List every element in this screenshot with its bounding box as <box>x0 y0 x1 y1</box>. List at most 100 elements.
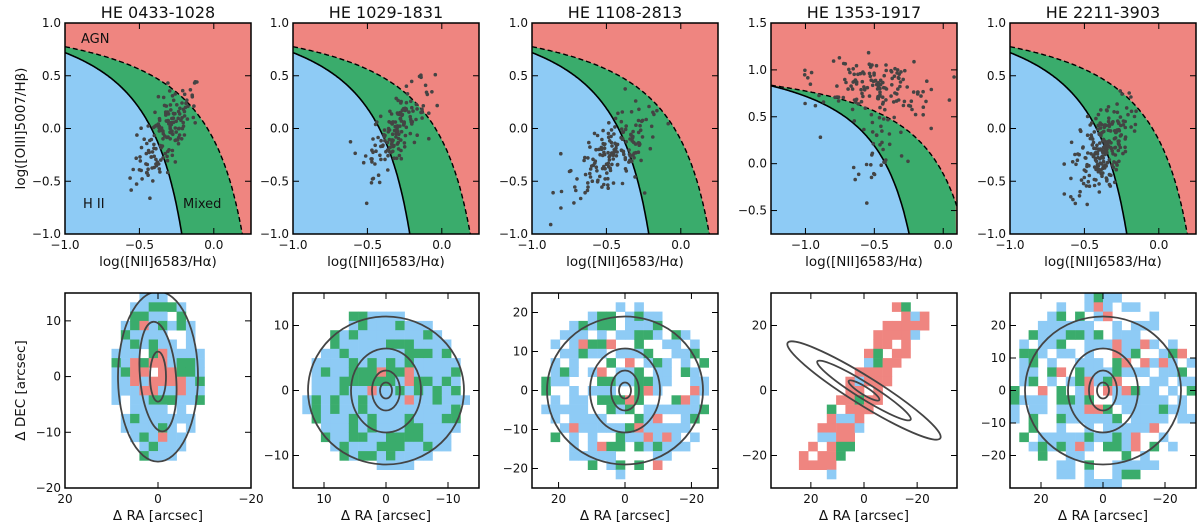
bpt-panel-5: −1.0 −0.5 0.0 −1.0 −0.5 0.0 0.5 1.0 HE 2211-3903… <box>977 3 1197 270</box>
map-pixel <box>817 460 828 470</box>
data-point <box>633 99 638 103</box>
x-tick-label: 0 <box>382 492 390 506</box>
data-point <box>181 120 185 125</box>
map-pixel <box>1056 413 1067 424</box>
map-pixel <box>1130 320 1141 331</box>
data-point <box>403 133 408 138</box>
data-point <box>392 156 396 160</box>
map-pixel <box>541 376 551 387</box>
map-pixel <box>1112 293 1122 303</box>
y-tick-label: −0.5 <box>260 174 289 188</box>
map-pixel <box>652 451 663 461</box>
data-point <box>1096 123 1100 128</box>
data-point <box>1085 202 1089 207</box>
x-axis-label: Δ RA [arcsec] <box>113 508 203 524</box>
map-pixel <box>1093 479 1104 488</box>
data-point <box>632 156 636 160</box>
data-point <box>414 117 418 122</box>
map-pixel <box>167 386 177 396</box>
map-pixel <box>1149 376 1160 387</box>
data-point <box>615 163 620 167</box>
map-pixel <box>432 339 443 350</box>
data-point <box>1094 167 1098 172</box>
map-pixel <box>1028 358 1039 368</box>
data-point <box>192 104 196 108</box>
map-pixel <box>358 358 368 368</box>
map-pixel <box>195 386 205 396</box>
map-pixel <box>587 386 598 396</box>
data-point <box>861 94 865 99</box>
data-point <box>903 68 907 73</box>
data-point <box>158 170 162 174</box>
data-point <box>397 153 402 158</box>
x-tick-label: 20 <box>57 492 72 506</box>
data-point <box>383 157 387 162</box>
map-pixel <box>836 423 846 433</box>
data-point <box>583 155 587 160</box>
data-point <box>880 102 885 106</box>
data-point <box>181 124 186 128</box>
data-point <box>884 98 888 102</box>
map-pixel <box>130 423 140 433</box>
map-pixel <box>690 339 700 350</box>
map-pixel <box>901 348 911 359</box>
map-pixel <box>1084 376 1094 387</box>
data-point <box>1089 121 1094 125</box>
map-pixel <box>1130 367 1141 377</box>
map-pixel <box>699 386 709 396</box>
data-point <box>1094 178 1098 182</box>
y-tick-label: 0.0 <box>748 157 767 171</box>
map-pixel <box>158 441 168 452</box>
map-pixel <box>367 311 377 322</box>
map-pixel <box>569 413 579 424</box>
map-pixel <box>158 358 168 368</box>
data-point <box>898 80 903 84</box>
map-pixel <box>643 423 654 433</box>
map-pixel <box>652 423 663 433</box>
contour <box>307 315 465 466</box>
map-pixel <box>358 348 368 359</box>
data-point <box>844 80 848 85</box>
data-point <box>152 133 157 138</box>
data-point <box>1062 162 1066 166</box>
map-pixel <box>652 311 663 322</box>
data-point <box>853 177 857 182</box>
data-point <box>388 109 392 114</box>
map-pixel <box>167 395 177 405</box>
map-pixel <box>559 376 570 387</box>
map-pixel <box>311 413 322 424</box>
map-pixel <box>817 451 828 461</box>
map-pixel <box>367 395 377 405</box>
map-pixel <box>339 386 350 396</box>
map-pixel <box>1028 413 1039 424</box>
map-pixel <box>311 367 322 377</box>
data-point <box>874 133 879 137</box>
data-point <box>134 156 138 160</box>
map-pixel <box>176 432 187 443</box>
map-pixel <box>139 330 149 340</box>
map-pixel <box>1075 367 1085 377</box>
map-pixel <box>864 376 874 387</box>
map-pixel <box>1084 469 1094 480</box>
data-point <box>404 125 409 130</box>
data-point <box>394 156 399 161</box>
map-pixel <box>662 432 672 443</box>
data-point <box>131 167 135 172</box>
map-pixel <box>1065 469 1076 480</box>
y-tick-label: −0.5 <box>32 174 61 188</box>
data-point <box>852 119 857 123</box>
data-point <box>921 113 925 117</box>
data-point <box>361 160 366 165</box>
map-pixel <box>1056 441 1067 452</box>
y-tick-label: 1.5 <box>748 16 767 30</box>
contour <box>350 347 422 434</box>
data-point <box>1112 110 1116 114</box>
map-pixel <box>587 311 598 322</box>
data-point <box>146 124 150 128</box>
map-pixel <box>1103 432 1113 443</box>
data-point <box>186 104 190 109</box>
map-pixel <box>348 413 359 424</box>
data-point <box>185 117 190 121</box>
map-pixel <box>845 376 855 387</box>
map-pixel <box>1056 320 1067 331</box>
